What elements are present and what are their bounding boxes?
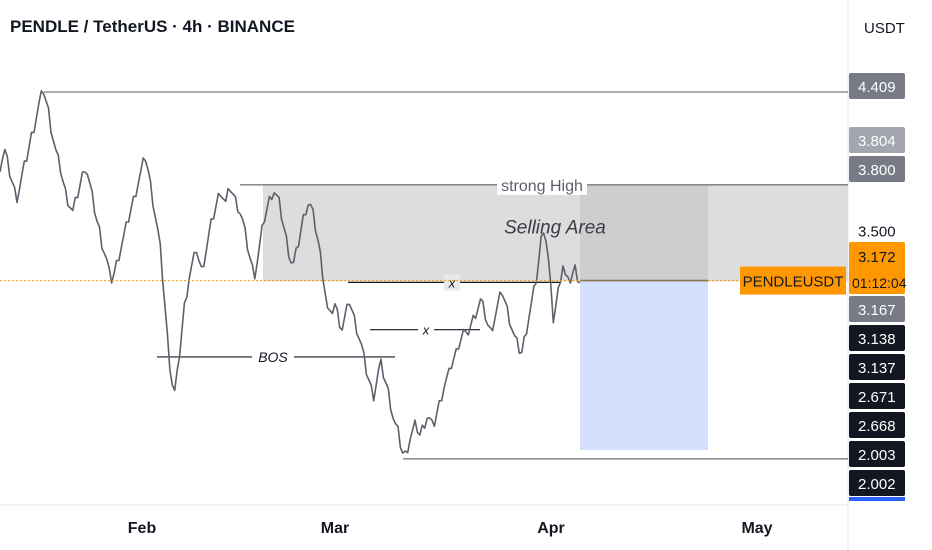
price-label: 4.409 — [858, 79, 896, 96]
price-label: 2.003 — [858, 447, 896, 464]
symbol-tag-bg — [740, 266, 846, 295]
price-label-bg — [849, 296, 905, 322]
target-zone — [580, 280, 708, 451]
price-label: 3.804 — [858, 133, 896, 150]
x-label-lower: x — [422, 323, 430, 338]
price-label: 3.172 — [858, 249, 896, 266]
price-label: 2.002 — [858, 476, 896, 493]
selling-area-label: Selling Area — [504, 218, 606, 239]
price-label-bg — [849, 470, 905, 496]
price-label: 3.800 — [858, 162, 896, 179]
price-axis-marker — [849, 497, 905, 501]
currency-label: USDT — [864, 20, 905, 37]
selling-area-zone-overlap — [580, 184, 708, 282]
price-label-bg — [849, 383, 905, 409]
price-label: 3.138 — [858, 331, 896, 348]
price-label: 2.671 — [858, 389, 896, 406]
price-label-bg — [849, 325, 905, 351]
x-label-upper-bg — [444, 274, 460, 291]
price-label-bg — [849, 441, 905, 467]
price-series-line — [0, 90, 581, 454]
price-label-bg — [849, 127, 905, 153]
symbol-tag: PENDLEUSDT — [743, 274, 844, 291]
price-label: 2.668 — [858, 418, 896, 435]
x-label-upper: x — [448, 275, 456, 290]
x-tick-label: Feb — [128, 520, 157, 537]
price-label-bg — [849, 412, 905, 438]
price-label: 3.167 — [858, 302, 896, 319]
strong-high-label-bg — [497, 174, 587, 195]
chart-title: PENDLE / TetherUS · 4h · BINANCE — [10, 17, 295, 36]
countdown-label: 01:12:04 — [852, 275, 907, 291]
bos-label: BOS — [258, 349, 288, 365]
price-label-bg — [849, 242, 905, 294]
price-label: 3.137 — [858, 360, 896, 377]
price-label-bg — [849, 73, 905, 99]
bos-label-bg — [252, 346, 294, 367]
x-label-lower-bg — [418, 321, 434, 338]
strong-high-label: strong High — [501, 178, 583, 195]
x-tick-label: Mar — [321, 520, 349, 537]
selling-area-zone — [263, 184, 848, 282]
x-tick-label: May — [741, 520, 772, 537]
price-label-bg — [849, 354, 905, 380]
x-tick-label: Apr — [537, 520, 565, 537]
y-tick-label: 3.500 — [858, 224, 896, 241]
price-label-bg — [849, 156, 905, 182]
